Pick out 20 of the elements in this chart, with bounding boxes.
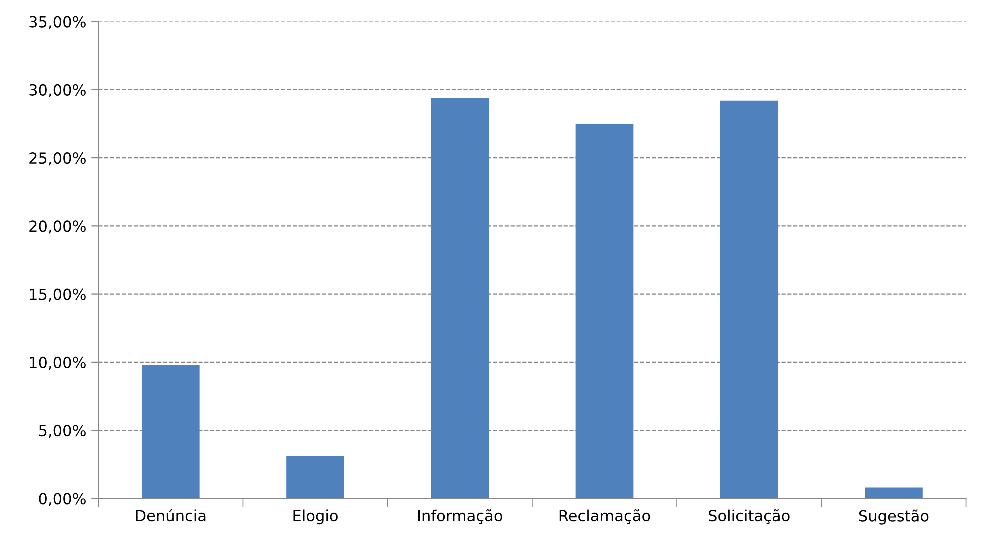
bar — [142, 365, 200, 499]
y-tick-label: 35,00% — [30, 16, 86, 30]
y-tick-label: 20,00% — [30, 220, 86, 234]
y-tick-label: 5,00% — [39, 425, 86, 438]
y-tick-label: 10,00% — [30, 356, 86, 370]
x-tick-label: Reclamação — [560, 510, 650, 524]
x-tick-label: Informação — [418, 510, 502, 524]
bar — [865, 488, 923, 499]
bar — [431, 98, 490, 499]
bar — [576, 124, 634, 499]
bar — [720, 100, 778, 499]
x-tick-label: Solicitação — [709, 510, 790, 524]
x-tick-label: Elogio — [294, 510, 338, 525]
y-tick-label: 15,00% — [30, 288, 86, 302]
x-tick-label: Sugestão — [859, 510, 929, 525]
y-tick-label: 30,00% — [30, 84, 86, 98]
x-tick-label: Denúncia — [136, 509, 206, 522]
bar — [286, 456, 344, 499]
y-tick-label: 0,00% — [39, 493, 86, 506]
y-tick-label: 25,00% — [30, 152, 86, 166]
